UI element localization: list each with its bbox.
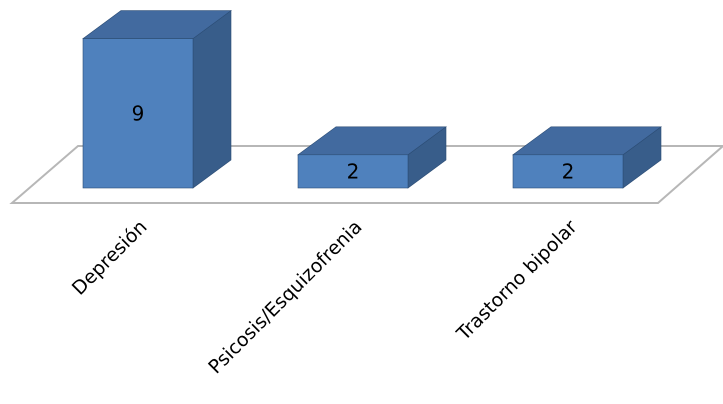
bar: 9 [82, 10, 232, 189]
chart-floor [9, 145, 723, 204]
bar-front-face [512, 154, 624, 189]
category-label: Trastorno bipolar [452, 216, 582, 346]
category-label: Depresión [68, 216, 152, 300]
bar-front-face [82, 38, 194, 189]
category-label: Psicosis/Esquizofrenia [204, 216, 366, 378]
bar-value-label: 2 [562, 159, 575, 183]
bar-front-face [297, 154, 409, 189]
bar-value-label: 9 [132, 101, 145, 125]
bar-value-label: 2 [347, 159, 360, 183]
bar: 2 [512, 126, 662, 189]
bar: 2 [297, 126, 447, 189]
bar-side-face [192, 10, 232, 189]
